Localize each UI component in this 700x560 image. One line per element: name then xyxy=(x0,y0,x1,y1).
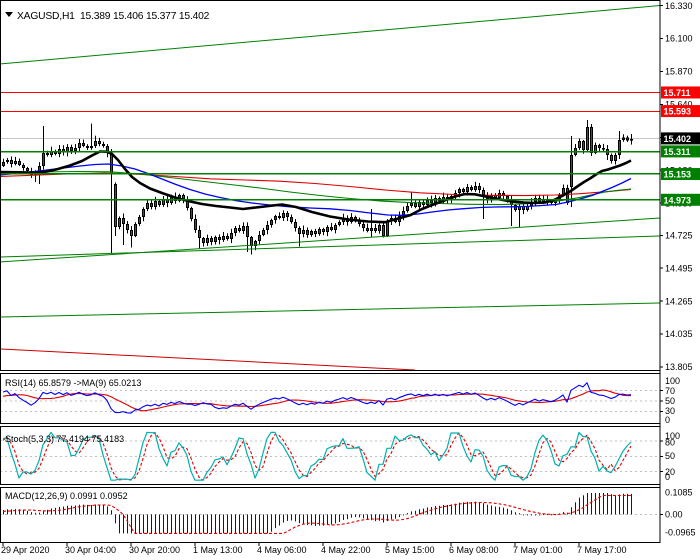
svg-text:0.1085: 0.1085 xyxy=(665,488,693,498)
svg-text:16.330: 16.330 xyxy=(665,1,693,11)
svg-text:RSI(14) 65.8579 ->MA(9) 65.02: RSI(14) 65.8579 ->MA(9) 65.0213 xyxy=(5,378,141,388)
svg-text:15.870: 15.870 xyxy=(665,67,693,77)
svg-text:7 May 01:00: 7 May 01:00 xyxy=(513,545,563,555)
svg-text:0: 0 xyxy=(665,415,670,425)
svg-text:15.311: 15.311 xyxy=(664,147,691,157)
svg-text:70: 70 xyxy=(665,386,675,396)
svg-text:5 May 15:00: 5 May 15:00 xyxy=(385,545,435,555)
svg-text:30 Apr 04:00: 30 Apr 04:00 xyxy=(65,545,116,555)
svg-text:MACD(12,26,9) 0.0991 0.0952: MACD(12,26,9) 0.0991 0.0952 xyxy=(5,491,128,501)
svg-text:20: 20 xyxy=(665,467,675,477)
svg-text:XAGUSD,H1 15.389 15.406 15.37: XAGUSD,H1 15.389 15.406 15.377 15.402 xyxy=(17,11,210,22)
svg-text:100: 100 xyxy=(665,431,680,441)
svg-text:1 May 13:00: 1 May 13:00 xyxy=(193,545,243,555)
svg-text:14.035: 14.035 xyxy=(665,329,693,339)
svg-text:15.711: 15.711 xyxy=(664,88,691,98)
svg-text:Stoch(5,3,3) 77.4194 75.4183: Stoch(5,3,3) 77.4194 75.4183 xyxy=(5,434,124,444)
svg-text:15.153: 15.153 xyxy=(664,170,692,180)
svg-text:16.100: 16.100 xyxy=(665,34,693,44)
svg-text:13.805: 13.805 xyxy=(665,362,693,372)
svg-text:29 Apr 2020: 29 Apr 2020 xyxy=(1,545,50,555)
svg-text:14.265: 14.265 xyxy=(665,296,693,306)
svg-text:0: 0 xyxy=(665,472,670,482)
svg-text:100: 100 xyxy=(665,376,680,386)
svg-text:50: 50 xyxy=(665,396,675,406)
svg-text:14.495: 14.495 xyxy=(665,263,693,273)
svg-text:80: 80 xyxy=(665,438,675,448)
svg-text:0.00: 0.00 xyxy=(665,510,683,520)
svg-text:30: 30 xyxy=(665,406,675,416)
svg-text:14.973: 14.973 xyxy=(664,195,692,205)
svg-text:15.593: 15.593 xyxy=(664,107,692,117)
svg-text:14.725: 14.725 xyxy=(665,230,693,240)
svg-text:15.402: 15.402 xyxy=(664,134,692,144)
svg-text:7 May 17:00: 7 May 17:00 xyxy=(577,545,627,555)
svg-text:50: 50 xyxy=(665,451,675,461)
svg-text:4 May 22:00: 4 May 22:00 xyxy=(321,545,371,555)
svg-text:15.640: 15.640 xyxy=(665,100,693,110)
svg-text:4 May 06:00: 4 May 06:00 xyxy=(257,545,307,555)
svg-text:30 Apr 20:00: 30 Apr 20:00 xyxy=(129,545,180,555)
svg-text:-0.0965: -0.0965 xyxy=(665,528,696,538)
svg-text:6 May 08:00: 6 May 08:00 xyxy=(449,545,499,555)
